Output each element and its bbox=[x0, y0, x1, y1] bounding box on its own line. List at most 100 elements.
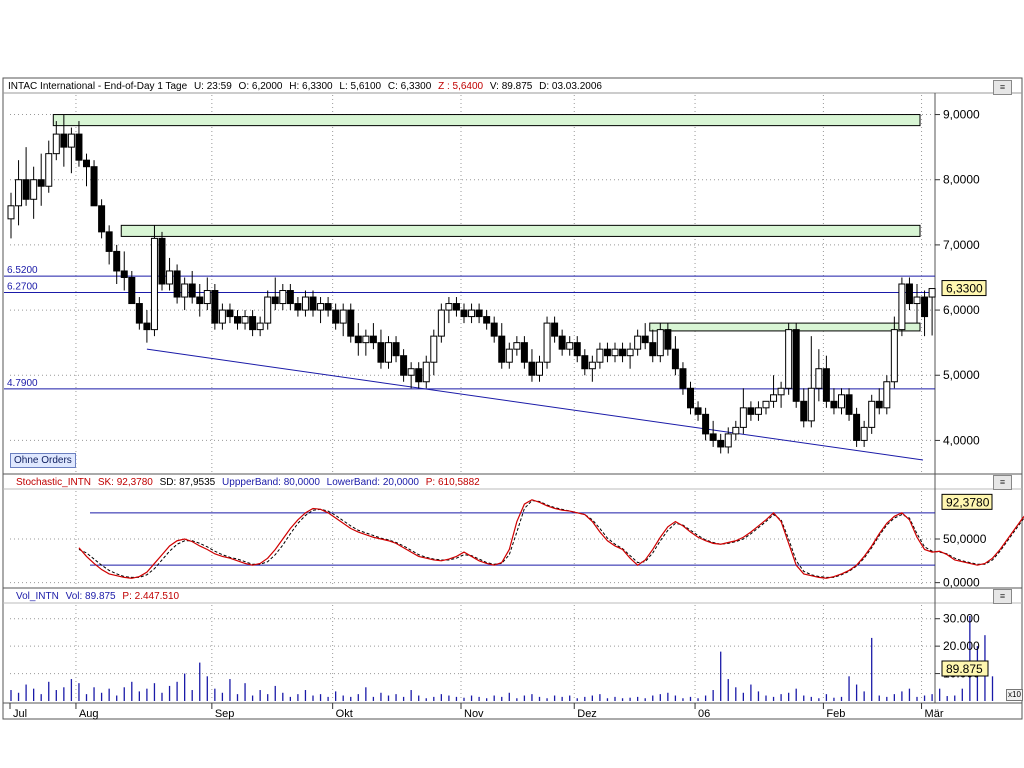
last-price-label: 6,3300 bbox=[946, 282, 983, 296]
candle-bullish bbox=[256, 322, 264, 331]
candle-bearish bbox=[671, 348, 679, 370]
candle-bullish bbox=[7, 205, 15, 220]
candle-bearish bbox=[369, 335, 377, 344]
candle-bearish bbox=[573, 342, 581, 357]
candle-bullish bbox=[536, 361, 543, 376]
candle-bearish bbox=[905, 283, 913, 305]
candle-bullish bbox=[838, 394, 845, 409]
candle-bullish bbox=[301, 296, 309, 311]
candle-bullish bbox=[445, 303, 453, 311]
candle-bullish bbox=[815, 368, 823, 389]
price-header-l: L: 5,6100 bbox=[339, 81, 381, 92]
candle-bearish bbox=[143, 322, 151, 331]
candle-bearish bbox=[135, 303, 143, 324]
price-header-v: V: 89.875 bbox=[490, 81, 533, 92]
candle-bearish bbox=[211, 290, 219, 324]
x-tick-label: Sep bbox=[215, 708, 235, 720]
candle-bullish bbox=[754, 407, 762, 415]
candle-bullish bbox=[913, 296, 921, 305]
level-label: 6.2700 bbox=[7, 281, 38, 292]
candle-bullish bbox=[928, 288, 936, 298]
candle-bearish bbox=[158, 237, 166, 285]
candle-bullish bbox=[362, 335, 370, 344]
vol-header: Vol_INTN Vol: 89.875 P: 2.447.510 bbox=[16, 591, 180, 602]
candle-bullish bbox=[279, 290, 287, 305]
candle-bearish bbox=[188, 283, 196, 298]
vol-last-box bbox=[941, 660, 989, 677]
stoch-header-name: Stochastic_INTN bbox=[16, 477, 91, 488]
candle-bearish bbox=[105, 231, 113, 252]
candle-bearish bbox=[400, 355, 408, 376]
stoch-y-tick-label: 50,0000 bbox=[943, 532, 987, 546]
y-tick-label: 4,0000 bbox=[943, 433, 980, 447]
vol-header-name: Vol_INTN bbox=[16, 591, 59, 602]
candle-bullish bbox=[724, 433, 732, 448]
candle-bearish bbox=[581, 355, 589, 370]
x-axis-band bbox=[2, 702, 1023, 720]
vol-panel-menu-button[interactable]: ≡ bbox=[993, 589, 1012, 604]
candle-bearish bbox=[490, 322, 498, 337]
candle-bullish bbox=[422, 361, 430, 383]
candle-bullish bbox=[566, 342, 574, 350]
candle-bearish bbox=[415, 368, 423, 383]
candle-bearish bbox=[528, 361, 536, 376]
candle-bullish bbox=[626, 348, 634, 357]
candle-bearish bbox=[664, 329, 672, 350]
vol-header-p: P: 2.447.510 bbox=[122, 591, 179, 602]
candle-bearish bbox=[120, 270, 128, 278]
candle-bearish bbox=[875, 400, 883, 409]
candle-bullish bbox=[732, 426, 740, 435]
trend-line bbox=[146, 348, 924, 461]
candle-bearish bbox=[377, 342, 385, 363]
volume-scale-label: x10 bbox=[1006, 689, 1023, 701]
candle-bullish bbox=[634, 335, 642, 350]
candle-bearish bbox=[800, 400, 808, 422]
candle-bearish bbox=[234, 316, 241, 324]
candle-bearish bbox=[603, 348, 611, 357]
candle-bullish bbox=[656, 329, 664, 357]
candle-bearish bbox=[679, 368, 687, 389]
candle-bearish bbox=[90, 166, 98, 207]
candle-bearish bbox=[475, 309, 483, 318]
chart-frame bbox=[2, 77, 1023, 720]
candle-bullish bbox=[385, 342, 392, 363]
price-header-c: C: 6,3300 bbox=[388, 81, 432, 92]
resistance-zone bbox=[649, 322, 921, 332]
candle-bullish bbox=[777, 387, 785, 396]
candle-bullish bbox=[883, 381, 891, 409]
price-header-d: D: 03.03.2006 bbox=[539, 81, 602, 92]
candle-bearish bbox=[830, 400, 838, 409]
price-panel-menu-button[interactable]: ≡ bbox=[993, 80, 1012, 95]
candle-bearish bbox=[392, 342, 400, 357]
candle-bearish bbox=[98, 205, 106, 233]
stoch-sk-line bbox=[78, 499, 1024, 579]
candle-bullish bbox=[67, 133, 75, 148]
candle-bearish bbox=[75, 133, 83, 161]
stoch-header-sk: SK: 92,3780 bbox=[98, 477, 153, 488]
candle-bullish bbox=[762, 400, 770, 409]
candle-bullish bbox=[513, 342, 521, 350]
candle-bearish bbox=[332, 309, 340, 324]
candle-bearish bbox=[128, 276, 136, 305]
candle-bearish bbox=[702, 413, 710, 435]
candle-bullish bbox=[468, 309, 476, 318]
candle-bearish bbox=[309, 296, 317, 311]
x-tick-label: Okt bbox=[336, 708, 353, 720]
candle-bearish bbox=[22, 179, 30, 200]
candle-bullish bbox=[543, 322, 551, 363]
stoch-header-upper: UppperBand: 80,0000 bbox=[222, 477, 320, 488]
y-tick-label: 9,0000 bbox=[943, 108, 980, 122]
stoch-panel-menu-button[interactable]: ≡ bbox=[993, 475, 1012, 490]
candle-bearish bbox=[37, 179, 45, 187]
candle-bearish bbox=[717, 439, 725, 448]
candle-bullish bbox=[317, 303, 325, 311]
ohne-orders-button[interactable]: Ohne Orders bbox=[10, 453, 76, 468]
candle-bullish bbox=[218, 309, 226, 324]
candle-bearish bbox=[60, 133, 68, 148]
stoch-header-sd: SD: 87,9535 bbox=[160, 477, 216, 488]
candle-bearish bbox=[822, 368, 830, 402]
candle-bearish bbox=[551, 322, 559, 337]
candle-bearish bbox=[113, 250, 121, 272]
candle-bullish bbox=[15, 179, 23, 207]
candle-bearish bbox=[173, 270, 181, 298]
